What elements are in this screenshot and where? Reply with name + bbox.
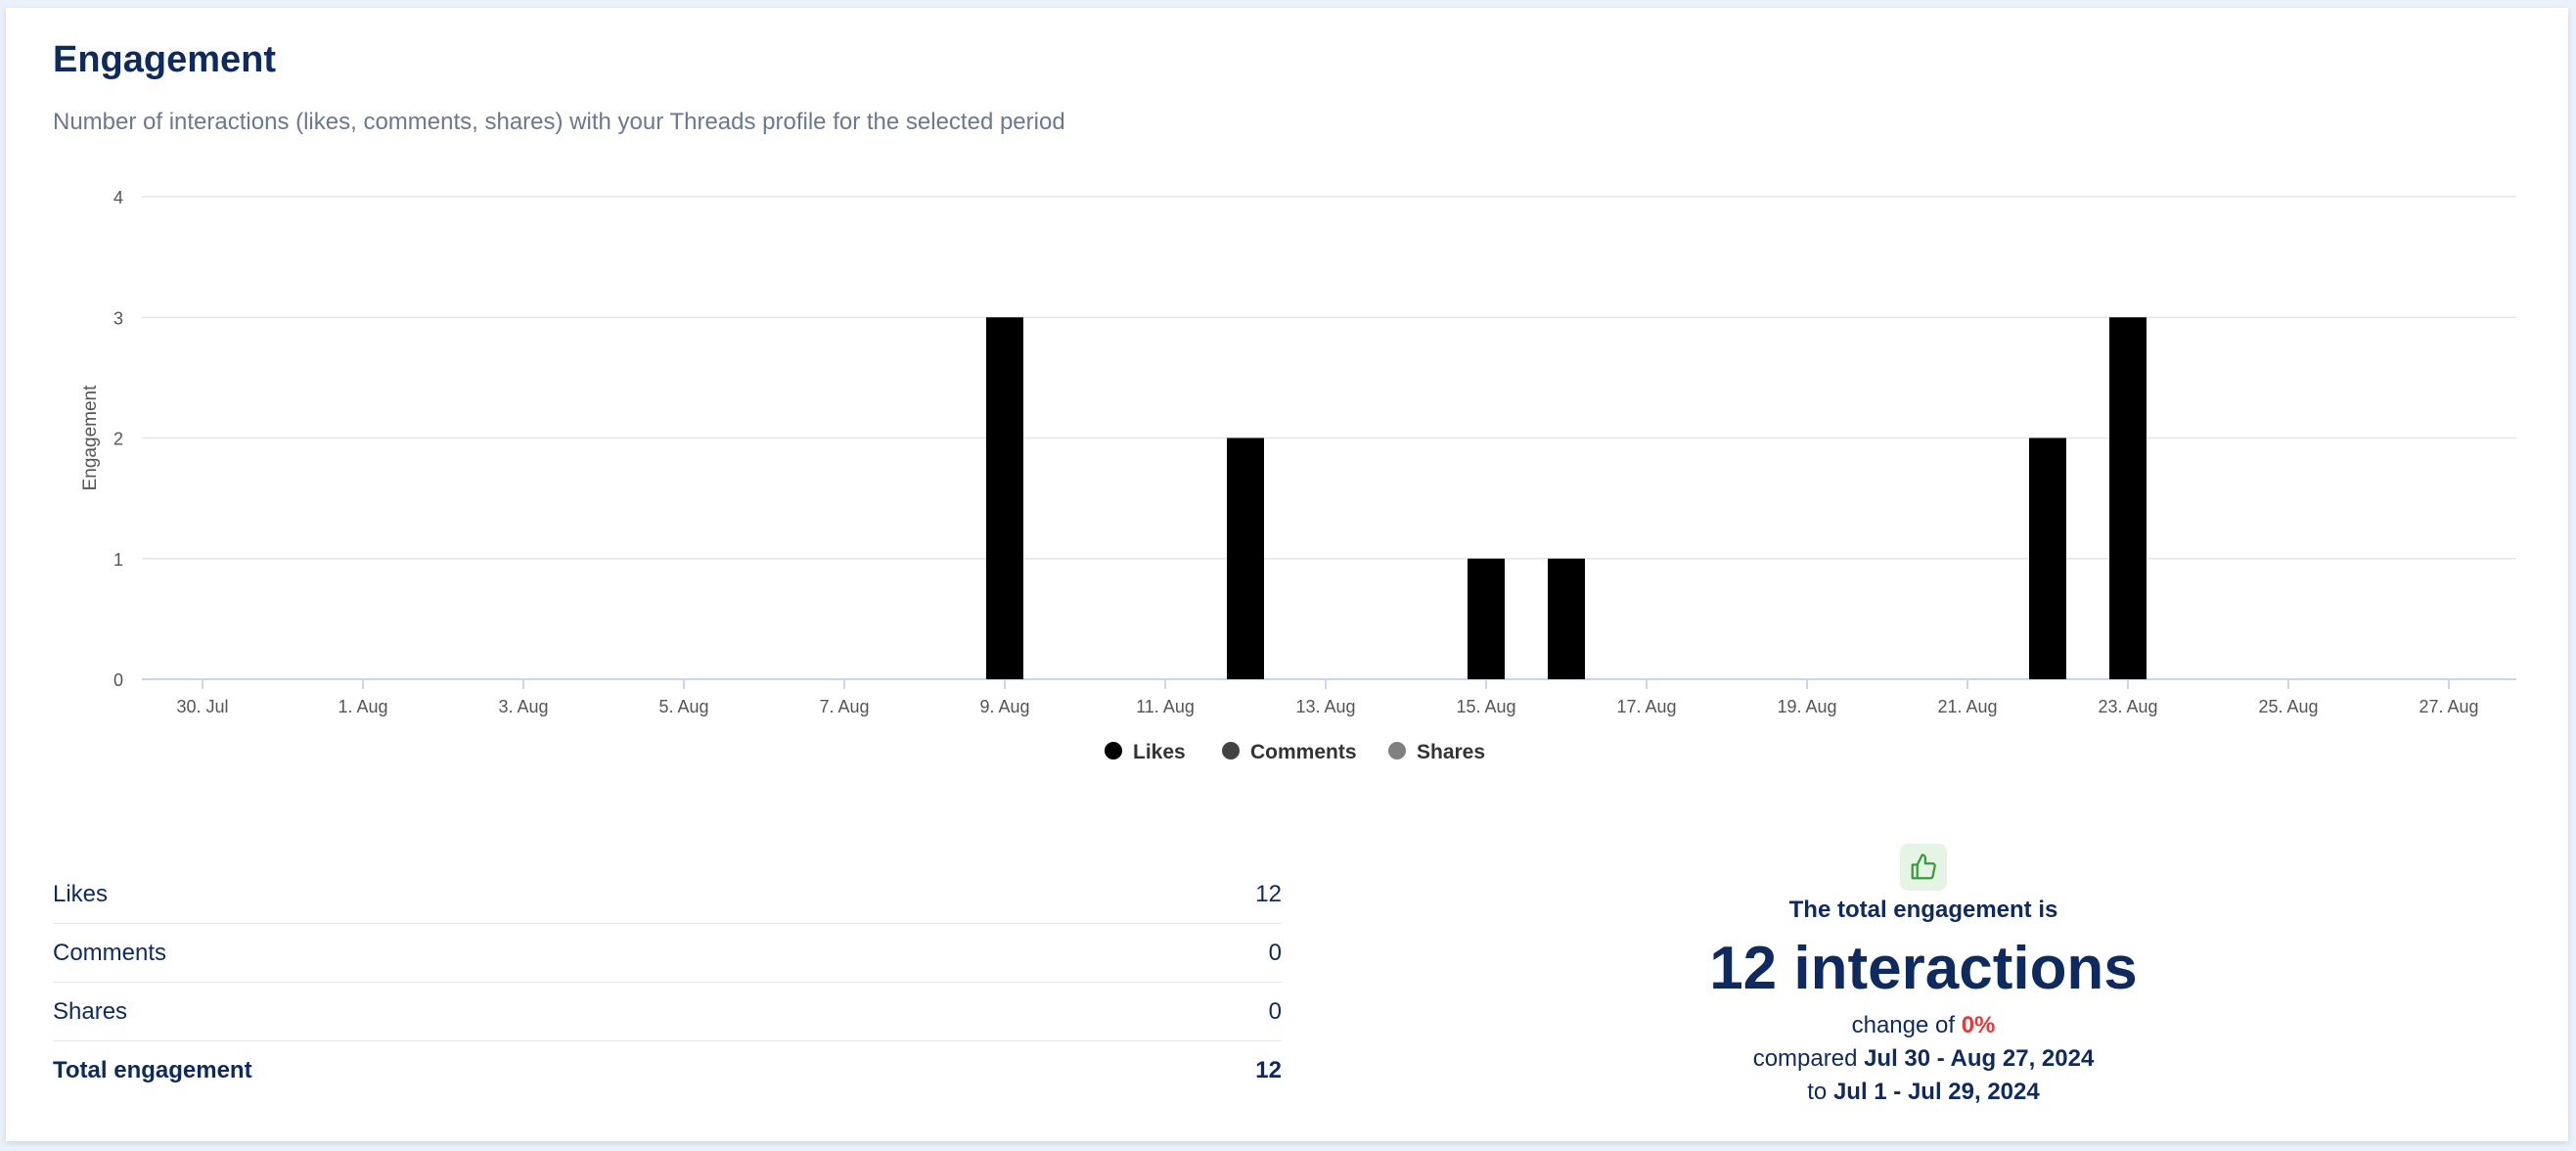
x-tick-label: 21. Aug [1937,697,1997,716]
x-tick-label: 9. Aug [979,697,1029,716]
x-tick-label: 17. Aug [1616,697,1676,716]
summary-change: change of 0% [1571,1012,2276,1039]
stat-label: Total engagement [53,1056,252,1083]
bar-likes [2109,317,2147,679]
x-tick-label: 27. Aug [2418,697,2478,716]
y-tick-label: 1 [113,550,123,570]
x-tick-label: 19. Aug [1777,697,1836,716]
y-tick-label: 0 [113,670,123,690]
engagement-chart: 0 1 2 3 4 Engagement 30. Jul 1. Aug 3. Aug 5. Aug… [80,188,2516,763]
stat-label: Likes [53,880,109,907]
to-range: Jul 1 - Jul 29, 2024 [1832,1079,2040,1105]
x-tick-label: 15. Aug [1456,697,1515,716]
legend-label-likes: Likes [1133,741,1186,763]
x-tick-label: 30. Jul [176,697,228,716]
page-title: Engagement [53,39,277,80]
stat-row-likes: Likes 12 [53,865,1282,924]
compared-range: Jul 30 - Aug 27, 2024 [1864,1045,2095,1072]
y-tick-label: 4 [113,188,123,207]
stat-label: Shares [53,997,128,1025]
engagement-summary: The total engagement is 12 interactions … [1571,844,2276,1106]
page-subtitle: Number of interactions (likes, comments,… [53,109,1065,135]
legend-marker-likes [1105,742,1122,760]
change-value: 0% [1961,1012,1996,1038]
y-tick-label: 3 [113,308,123,328]
y-axis-label: Engagement [80,385,101,490]
x-tick-label: 5. Aug [658,697,708,716]
legend-label-comments: Comments [1250,741,1357,763]
stat-value: 0 [1268,997,1282,1025]
x-tick-label: 13. Aug [1295,697,1355,716]
stat-row-total: Total engagement 12 [53,1041,1282,1099]
stats-table: Likes 12 Comments 0 Shares 0 Total engag… [53,865,1282,1099]
bar-likes [1468,558,1505,679]
stat-row-shares: Shares 0 [53,983,1282,1041]
compared-prefix: compared [1752,1045,1865,1072]
summary-compared: compared Jul 30 - Aug 27, 2024 [1571,1045,2276,1073]
x-tick-label: 11. Aug [1136,697,1195,716]
to-prefix: to [1807,1079,1833,1105]
bar-likes [986,317,1023,679]
bar-likes [1227,437,1264,679]
bar-likes [2029,437,2066,679]
x-tick-label: 25. Aug [2258,697,2318,716]
bar-likes [1548,558,1585,679]
stat-value: 0 [1268,939,1282,966]
summary-label: The total engagement is [1788,897,2058,923]
x-tick-label: 23. Aug [2098,697,2157,716]
stat-row-comments: Comments 0 [53,924,1282,983]
stat-value: 12 [1255,1056,1282,1083]
summary-value: 12 interactions [1709,935,2138,1002]
thumbs-up-icon [1900,844,1947,891]
legend-marker-shares [1388,742,1406,760]
summary-to: to Jul 1 - Jul 29, 2024 [1571,1079,2276,1106]
y-tick-label: 2 [113,430,123,449]
engagement-card: Engagement Number of interactions (likes… [6,8,2568,1141]
legend-label-shares: Shares [1417,741,1485,763]
x-tick-label: 3. Aug [498,697,548,716]
change-prefix: change of [1851,1012,1962,1038]
legend-marker-comments [1222,742,1240,760]
stat-value: 12 [1255,880,1282,907]
x-tick-label: 7. Aug [819,697,869,716]
x-tick-label: 1. Aug [338,697,387,716]
stat-label: Comments [53,939,167,966]
